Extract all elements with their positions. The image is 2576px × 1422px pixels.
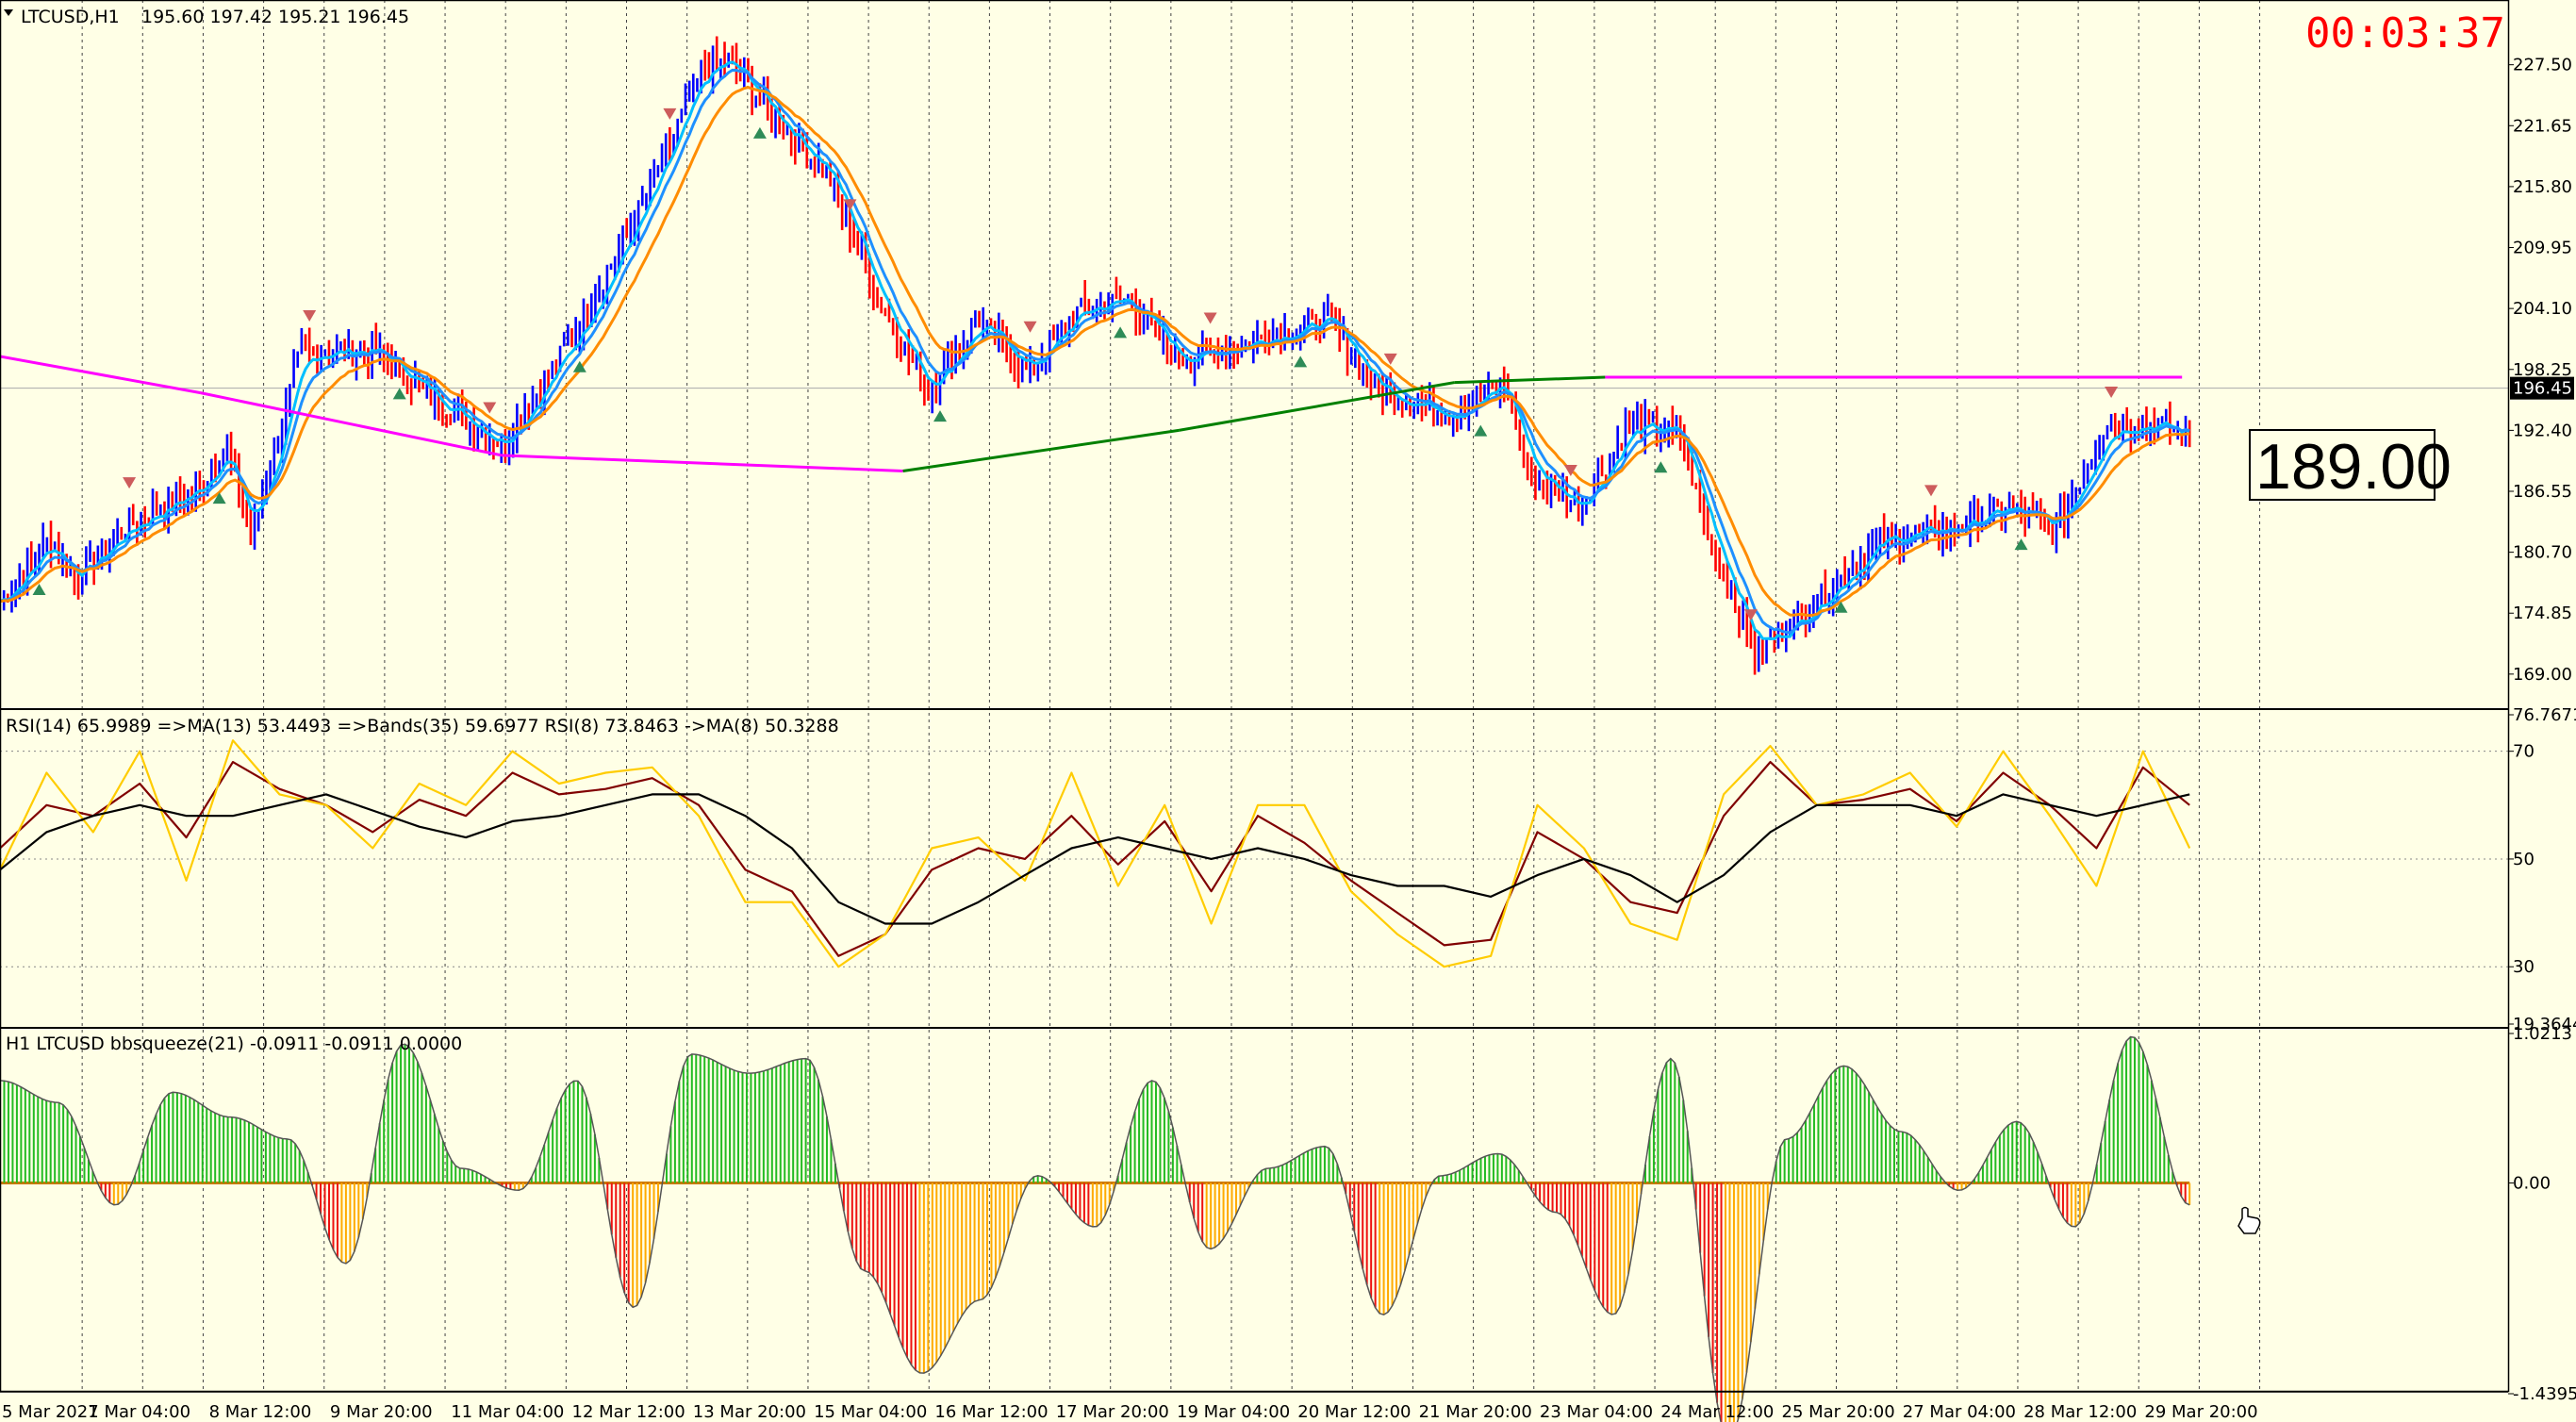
orange-ma-line <box>0 86 2190 618</box>
y-tick-label: 76.7671 <box>2513 705 2576 725</box>
x-tick-label: 9 Mar 20:00 <box>330 1402 433 1422</box>
sell-arrow-icon <box>1924 485 1939 497</box>
x-tick-label: 16 Mar 12:00 <box>934 1402 1048 1422</box>
price-panel[interactable] <box>0 36 2508 675</box>
long-ma-line <box>501 454 903 472</box>
sell-arrow-icon <box>1743 609 1758 621</box>
x-tick-label: 8 Mar 12:00 <box>209 1402 312 1422</box>
x-tick-label: 27 Mar 04:00 <box>1903 1402 2016 1422</box>
fast-ema-line <box>0 60 2190 641</box>
x-tick-label: 19 Mar 04:00 <box>1177 1402 1290 1422</box>
buy-arrow-icon <box>32 584 46 596</box>
sell-arrow-icon <box>123 477 137 489</box>
y-tick-label: 209.95 <box>2513 239 2572 258</box>
sell-arrow-icon <box>1023 321 1037 333</box>
sell-arrow-icon <box>2105 387 2119 399</box>
y-tick-label: 215.80 <box>2513 177 2572 197</box>
buy-arrow-icon <box>392 388 406 400</box>
current-price-label: 196.45 <box>2513 379 2572 399</box>
buy-arrow-icon <box>1474 424 1488 437</box>
buy-arrow-icon <box>212 492 226 504</box>
sell-arrow-icon <box>303 310 317 322</box>
y-tick-label: 186.55 <box>2513 482 2572 502</box>
y-tick-label: 204.10 <box>2513 299 2572 319</box>
buy-arrow-icon <box>572 360 586 372</box>
symbol-label: LTCUSD,H1 <box>21 7 120 27</box>
buy-arrow-icon <box>1114 326 1128 339</box>
long-ma-line <box>200 391 503 457</box>
x-tick-label: 25 Mar 20:00 <box>1782 1402 1895 1422</box>
sell-arrow-icon <box>663 107 677 120</box>
long-ma-line <box>1178 381 1456 432</box>
bbsqueeze-header: H1 LTCUSD bbsqueeze(21) -0.0911 -0.0911 … <box>6 1033 462 1054</box>
sell-arrow-icon <box>1383 353 1397 365</box>
x-tick-label: 13 Mar 20:00 <box>693 1402 806 1422</box>
long-ma-line <box>0 355 202 395</box>
hand-cursor-icon <box>2237 1206 2261 1234</box>
x-tick-label: 24 Mar 12:00 <box>1660 1402 1774 1422</box>
buy-arrow-icon <box>1654 461 1668 473</box>
y-tick-label: -1.4395 <box>2513 1384 2576 1404</box>
current-price-marker <box>2510 376 2574 400</box>
bbsqueeze-panel[interactable] <box>0 1035 2191 1422</box>
y-tick-label: 70 <box>2513 742 2535 762</box>
y-tick-label: 169.00 <box>2513 665 2572 685</box>
x-tick-label: 21 Mar 20:00 <box>1419 1402 1532 1422</box>
rsi-series-line <box>0 793 2190 925</box>
y-tick-label: 192.40 <box>2513 421 2572 440</box>
chevron-down-icon[interactable] <box>4 9 13 16</box>
signal-arrows <box>32 107 2119 621</box>
y-tick-label: 227.50 <box>2513 56 2572 75</box>
price-box <box>2249 429 2436 501</box>
x-tick-label: 12 Mar 12:00 <box>572 1402 685 1422</box>
x-tick-label: 5 Mar 2021 <box>2 1402 99 1422</box>
x-tick-label: 23 Mar 04:00 <box>1540 1402 1653 1422</box>
x-tick-label: 29 Mar 20:00 <box>2144 1402 2257 1422</box>
rsi-panel[interactable] <box>0 739 2191 968</box>
ohlc-label: 195.60 197.42 195.21 196.45 <box>141 7 409 27</box>
oscillator-outline <box>0 1035 2190 1422</box>
rsi-header: RSI(14) 65.9989 =>MA(13) 53.4493 =>Bands… <box>6 716 839 736</box>
grid <box>0 0 2508 1392</box>
buy-arrow-icon <box>2014 538 2028 551</box>
buy-arrow-icon <box>933 410 948 422</box>
y-tick-label: 180.70 <box>2513 543 2572 563</box>
histogram-bars <box>0 1036 2191 1422</box>
long-ma-line <box>1454 375 1606 385</box>
y-tick-label: 50 <box>2513 850 2535 869</box>
y-tick-label: 221.65 <box>2513 116 2572 136</box>
bar-timer: 00:03:37 <box>2305 9 2505 58</box>
y-tick-label: 30 <box>2513 957 2535 977</box>
x-tick-label: 17 Mar 20:00 <box>1056 1402 1169 1422</box>
sell-arrow-icon <box>843 199 857 211</box>
y-tick-label: 0.00 <box>2513 1174 2551 1194</box>
long-ma-line <box>902 428 1180 472</box>
y-tick-label: 174.85 <box>2513 604 2572 623</box>
big-price-label: 189.00 <box>2255 431 2452 503</box>
buy-arrow-icon <box>1294 356 1308 368</box>
x-tick-label: 15 Mar 04:00 <box>814 1402 927 1422</box>
x-tick-label: 7 Mar 04:00 <box>88 1402 190 1422</box>
buy-arrow-icon <box>752 126 767 139</box>
y-tick-label: 1.0213 <box>2513 1024 2572 1044</box>
sell-arrow-icon <box>1203 312 1217 324</box>
buy-arrow-icon <box>1834 601 1848 613</box>
sell-arrow-icon <box>1563 465 1577 477</box>
x-tick-label: 28 Mar 12:00 <box>2023 1402 2137 1422</box>
x-tick-label: 20 Mar 12:00 <box>1297 1402 1411 1422</box>
x-tick-label: 11 Mar 04:00 <box>451 1402 564 1422</box>
rsi-series-line <box>0 739 2191 968</box>
sell-arrow-icon <box>483 402 497 414</box>
y-tick-label: 198.25 <box>2513 360 2572 380</box>
y-tick-label: 19.3644 <box>2513 1015 2576 1034</box>
